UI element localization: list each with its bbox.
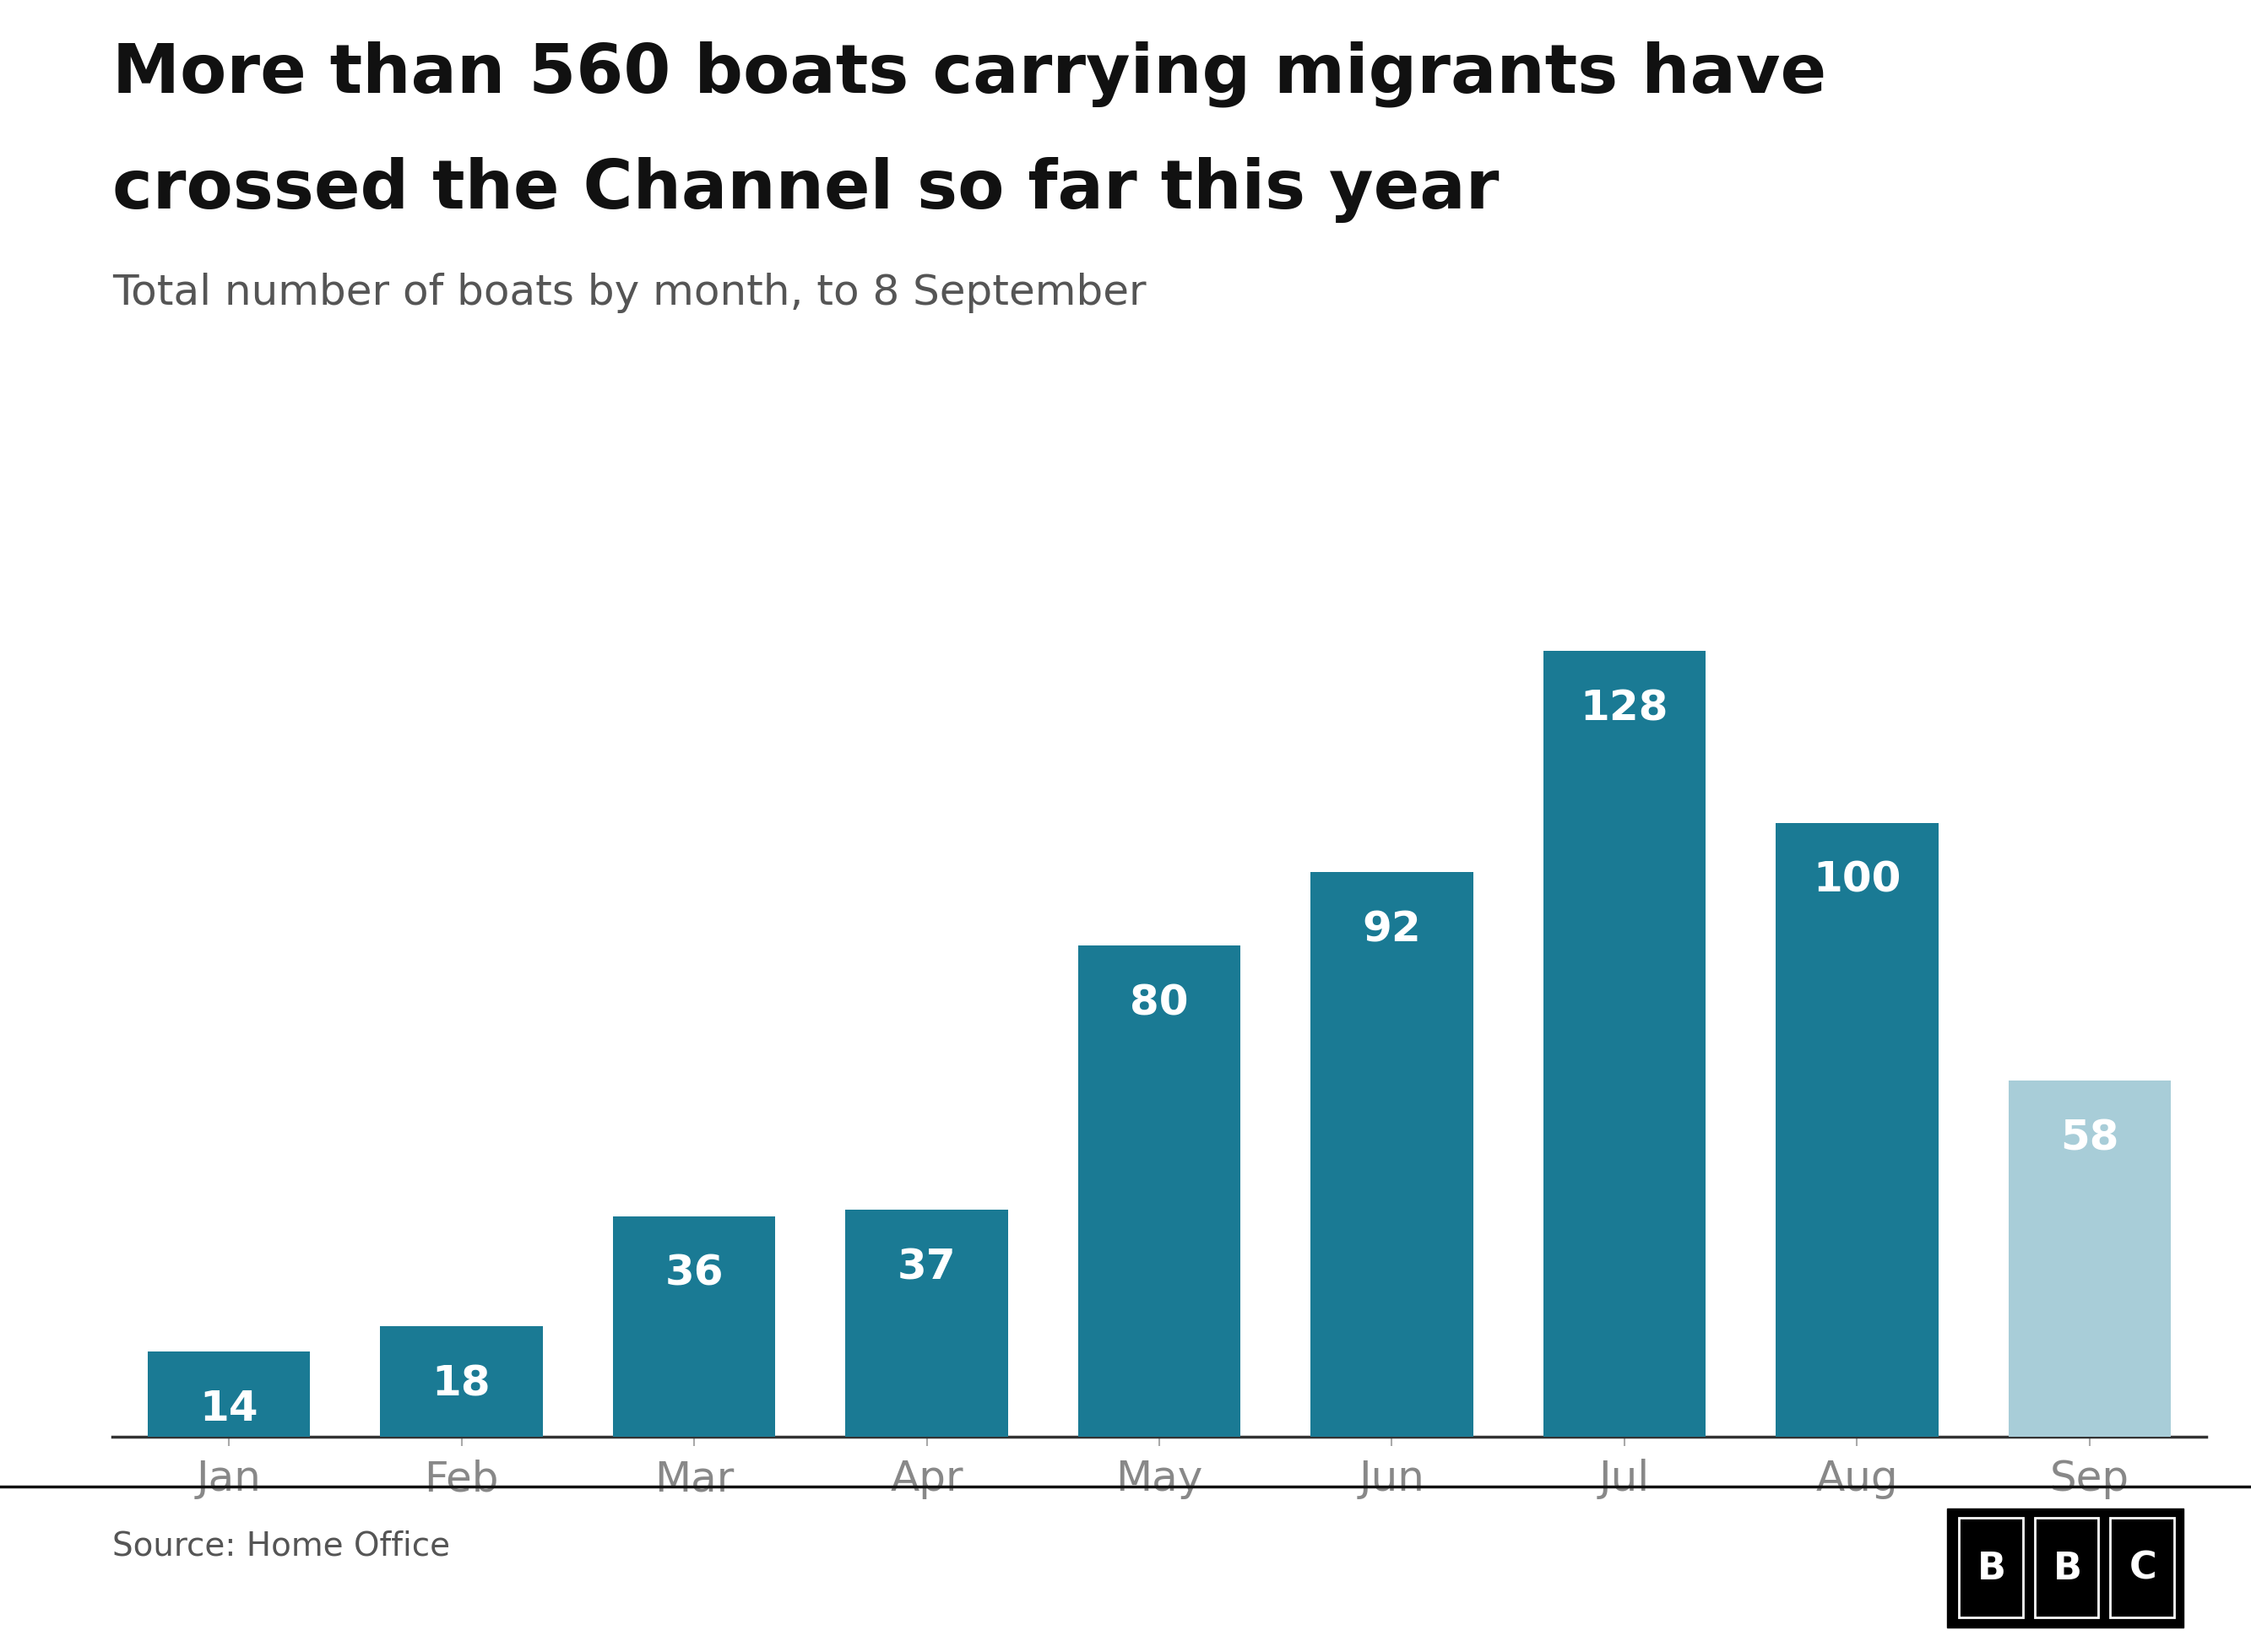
Bar	[1776, 823, 1938, 1437]
Text: Source: Home Office: Source: Home Office	[113, 1530, 450, 1561]
Text: 37: 37	[898, 1246, 957, 1287]
Bar	[1958, 1518, 2024, 1617]
Bar	[1310, 872, 1474, 1437]
Text: 18: 18	[432, 1363, 491, 1404]
Text: C: C	[2129, 1550, 2156, 1586]
Text: B: B	[2053, 1550, 2082, 1586]
Text: 80: 80	[1130, 983, 1189, 1023]
Text: 14: 14	[200, 1388, 259, 1427]
Bar	[612, 1216, 774, 1437]
Bar	[1078, 947, 1240, 1437]
Text: B: B	[1979, 1550, 2006, 1586]
Text: crossed the Channel so far this year: crossed the Channel so far this year	[113, 157, 1499, 223]
Text: Total number of boats by month, to 8 September: Total number of boats by month, to 8 Sep…	[113, 273, 1146, 314]
Text: 36: 36	[664, 1252, 723, 1294]
Text: 128: 128	[1580, 687, 1668, 729]
Bar	[2008, 1080, 2172, 1437]
Text: 92: 92	[1362, 909, 1420, 950]
Bar	[380, 1327, 542, 1437]
Bar	[2035, 1518, 2098, 1617]
Bar	[149, 1351, 311, 1437]
Bar	[2109, 1518, 2174, 1617]
Text: 100: 100	[1812, 859, 1902, 900]
Text: 58: 58	[2060, 1117, 2118, 1158]
Text: More than 560 boats carrying migrants have: More than 560 boats carrying migrants ha…	[113, 41, 1826, 107]
Bar	[846, 1209, 1008, 1437]
Bar	[1544, 651, 1706, 1437]
